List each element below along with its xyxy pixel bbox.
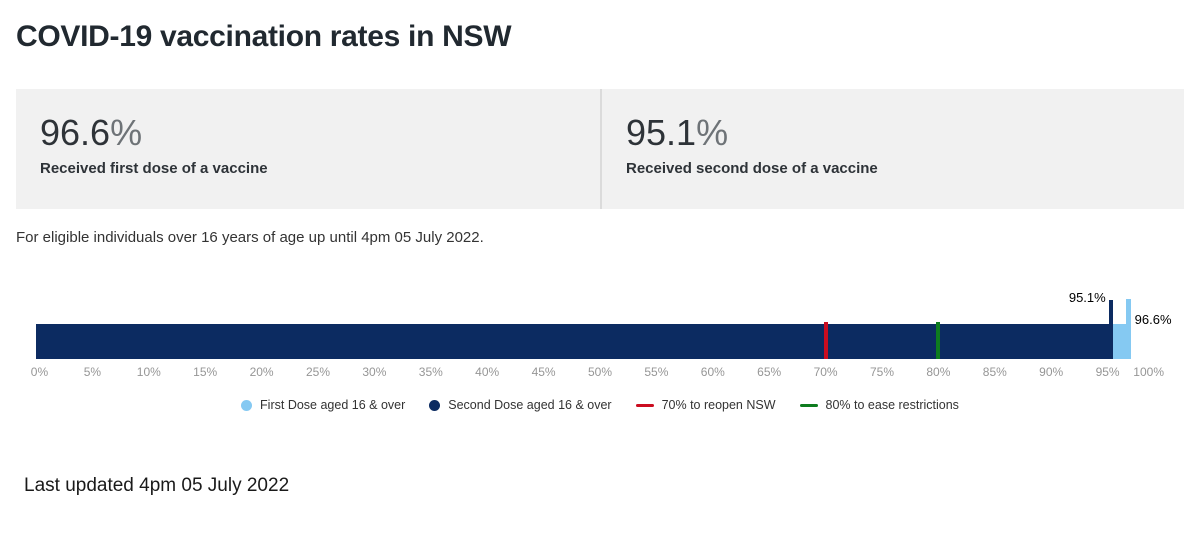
end-marker-second-dose-aged-16-over [1108,300,1113,359]
axis-label-25: 25% [305,365,331,379]
axis-label-90: 90% [1039,365,1064,379]
axis-label-15: 15% [193,365,218,379]
threshold-line-70-to-reopen-nsw [823,322,828,359]
chart-plot-area: 96.6% 95.1% 0% 5% 10% 15% 20% 25% 30% 35% 40% 45% 50… [31,291,1172,379]
legend-line-icon-70-to-reopen-nsw [635,404,654,407]
first-dose-value: 96.6% [40,112,576,154]
legend-label-first-dose-aged-16-over: First Dose aged 16 & over [260,398,406,412]
legend-label-70-to-reopen-nsw: 70% to reopen NSW [661,398,776,412]
page-title: COVID-19 vaccination rates in NSW [16,20,512,53]
bar-second-dose-aged-16-over [36,324,1109,359]
vaccination-progress-chart: 96.6% 95.1% 0% 5% 10% 15% 20% 25% 30% 35% 40% 45% 50… [0,291,1200,413]
legend-circle-icon-first-dose-aged-16-over [241,400,253,411]
axis-label-80: 80% [926,365,951,379]
x-axis: 0% 5% 10% 15% 20% 25% 30% 35% 40% 45% 50% 55% 60% 65%… [31,365,1164,379]
first-dose-percent-sign: % [110,112,143,153]
legend-item-70-to-reopen-nsw[interactable]: 70% to reopen NSW [635,398,776,413]
axis-label-100: 100% [1133,365,1164,379]
legend-item-second-dose-aged-16-over[interactable]: Second Dose aged 16 & over [429,398,612,413]
stat-cards: 96.6% Received first dose of a vaccine 9… [16,89,1184,209]
second-dose-label: Received second dose of a vaccine [626,160,878,177]
axis-label-65: 65% [757,365,782,379]
second-dose-value: 95.1% [626,112,1160,154]
second-dose-number: 95.1 [626,112,697,153]
first-dose-label: Received first dose of a vaccine [40,160,268,177]
axis-label-85: 85% [982,365,1007,379]
axis-label-55: 55% [644,365,669,379]
legend-item-first-dose-aged-16-over[interactable]: First Dose aged 16 & over [241,398,405,413]
axis-label-75: 75% [869,365,895,379]
axis-label-50: 50% [587,365,613,379]
legend-label-80-to-ease-restrictions: 80% to ease restrictions [825,398,959,412]
stat-card-second-dose: 95.1% Received second dose of a vaccine [600,89,1184,209]
axis-label-35: 35% [418,365,443,379]
axis-label-0: 0% [30,365,49,379]
stat-card-first-dose: 96.6% Received first dose of a vaccine [16,89,600,209]
last-updated-text: Last updated 4pm 05 July 2022 [24,475,290,496]
threshold-line-80-to-ease-restrictions [936,322,941,359]
value-label-first-dose-aged-16-over: 96.6% [1134,312,1172,327]
axis-label-20: 20% [249,365,274,379]
chart-legend: First Dose aged 16 & over Second Dose age… [0,398,1200,413]
axis-label-40: 40% [475,365,500,379]
axis-label-60: 60% [700,365,725,379]
legend-item-80-to-ease-restrictions[interactable]: 80% to ease restrictions [799,398,959,413]
legend-line-icon-80-to-ease-restrictions [799,404,818,407]
legend-circle-icon-second-dose-aged-16-over [429,400,441,411]
axis-label-70: 70% [813,365,838,379]
axis-label-45: 45% [531,365,556,379]
vaccination-widget: COVID-19 vaccination rates in NSW 96.6% … [0,21,1200,497]
end-marker-first-dose-aged-16-over [1125,299,1131,359]
value-label-second-dose-aged-16-over: 95.1% [1068,290,1106,305]
axis-label-95: 95% [1095,365,1120,379]
legend-label-second-dose-aged-16-over: Second Dose aged 16 & over [448,398,612,412]
second-dose-percent-sign: % [696,112,729,153]
axis-label-5: 5% [83,365,102,379]
axis-label-30: 30% [362,365,387,379]
first-dose-number: 96.6 [40,112,111,153]
eligibility-note: For eligible individuals over 16 years o… [16,229,484,246]
axis-label-10: 10% [136,365,161,379]
